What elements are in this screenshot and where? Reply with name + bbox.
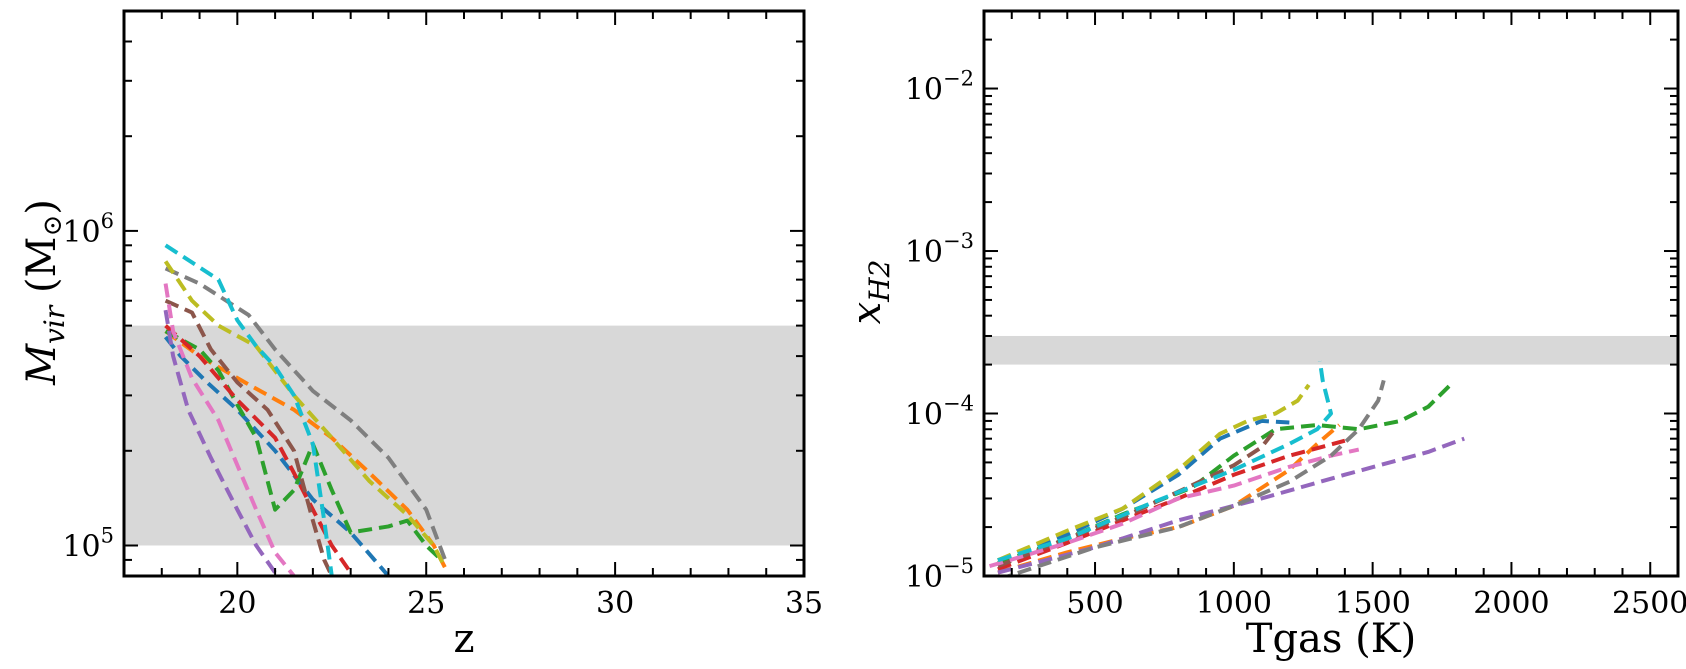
series-line-8: [163, 260, 447, 569]
x-tick-label: 1500: [1334, 586, 1410, 621]
series-line-8: [997, 383, 1311, 563]
x-axis-label: z: [453, 616, 474, 662]
plot-frame: [982, 9, 1680, 578]
y-tick-label: 105: [62, 524, 114, 565]
x-tick-label: 35: [785, 586, 823, 621]
series-line-3: [164, 324, 353, 574]
x-tick-label: 20: [218, 586, 256, 621]
y-axis-label: Mvir (M⊙): [19, 199, 71, 386]
series-line-9: [164, 243, 334, 576]
series-line-9: [997, 360, 1333, 563]
series-line-6: [988, 447, 1360, 569]
series-line-0: [997, 418, 1290, 563]
series-line-7: [1002, 379, 1386, 576]
y-tick-label: 10−4: [905, 392, 974, 433]
x-tick-label: 2000: [1473, 586, 1549, 621]
y-axis-label: xH2: [844, 260, 896, 325]
series-line-6: [163, 283, 296, 576]
series-line-7: [164, 266, 447, 561]
series-line-4: [997, 436, 1465, 575]
x-tick-label: 30: [596, 586, 634, 621]
series-group: [163, 243, 447, 576]
series-line-0: [163, 335, 390, 576]
x-tick-label: 1000: [1196, 586, 1272, 621]
series-line-3: [997, 438, 1346, 572]
right-chart: 500 1000 1500 2000 2500 10−5 10−4 10−3 10−2 Tgas …: [844, 9, 1686, 662]
x-tick-label: 500: [1066, 586, 1123, 621]
y-tick-label: 10−2: [905, 67, 974, 108]
x-tick-label: 25: [407, 586, 445, 621]
x-tick-label: 2500: [1612, 586, 1686, 621]
x-axis-label: Tgas (K): [1246, 616, 1416, 662]
y-tick-label: 10−3: [905, 229, 974, 270]
series-group: [988, 360, 1465, 576]
shaded-band: [984, 335, 1678, 365]
series-line-2: [164, 329, 443, 562]
left-chart: 20 25 30 35 105 106 z Mvir (M⊙): [19, 9, 823, 662]
series-line-5: [164, 298, 334, 576]
y-tick-label: 106: [62, 209, 114, 250]
y-tick-label: 10−5: [905, 554, 974, 595]
series-line-1: [164, 329, 447, 569]
shaded-band: [124, 325, 804, 546]
series-line-4: [163, 309, 277, 574]
